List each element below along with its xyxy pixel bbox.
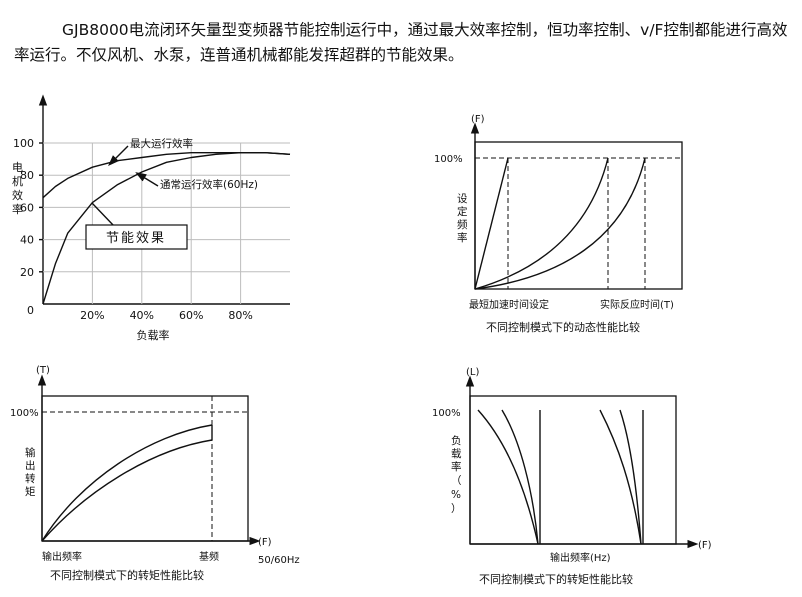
load-100-label: 100%	[432, 408, 461, 419]
torque-x-marker-2: 基频	[199, 550, 219, 563]
load-curve-a2	[501, 409, 539, 545]
efficiency-series	[42, 151, 291, 305]
efficiency-x-ticks: 20% 40% 60% 80%	[80, 309, 253, 322]
torque-100-label: 100%	[10, 408, 39, 419]
max-eff-pointer	[108, 145, 129, 166]
dynamic-curve-fast	[474, 157, 509, 290]
load-x-axis-label: (F)	[698, 540, 712, 551]
savings-box	[85, 224, 188, 250]
efficiency-y-ticks: 100 80 60 40 20	[13, 137, 43, 279]
efficiency-y-tick-label: 20	[20, 266, 34, 279]
dynamic-curve-mid	[474, 157, 609, 290]
load-curve-b2	[619, 409, 642, 545]
efficiency-y-label: 电 机 效 率	[12, 161, 23, 216]
load-curve-b1	[599, 409, 642, 545]
dynamic-100-label: 100%	[434, 154, 463, 165]
efficiency-y-tick-label: 100	[13, 137, 34, 150]
dynamic-chart: (F) 100% 设 定 频 率 最短加速时间设定 实际反应时间(T) 不同控制…	[434, 114, 683, 334]
max-eff-label: 最大运行效率	[130, 137, 193, 150]
load-y-label-char-6: ）	[451, 503, 462, 515]
load-y-label-char-1: 负	[451, 434, 462, 447]
torque-x-marker-1: 输出频率	[42, 550, 82, 563]
efficiency-y-label-char-1: 电	[12, 161, 23, 174]
load-chart: (L) (F) 100% 负 载 率 （ % ） 输出频率(Hz) 不同控制模式…	[432, 367, 712, 586]
dynamic-x-marker-2: 实际反应时间(T)	[600, 298, 674, 311]
load-curve-a1	[477, 409, 539, 545]
efficiency-x-label: 负载率	[137, 328, 170, 342]
torque-curve-lower	[41, 439, 213, 542]
dynamic-caption: 不同控制模式下的动态性能比较	[486, 320, 640, 334]
efficiency-chart: 100 80 60 40 20 20% 40% 60% 80% 0 负载率 电 机 效 率 最…	[12, 94, 291, 342]
load-y-label: 负 载 率 （ % ）	[451, 434, 462, 515]
intro-paragraph: GJB8000电流闭环矢量型变频器节能控制运行中，通过最大效率控制，恒功率控制、…	[14, 21, 788, 64]
normal-eff-label: 通常运行效率(60Hz)	[160, 178, 258, 191]
load-y-axis-label: (L)	[466, 367, 479, 378]
dynamic-y-label-char-4: 率	[457, 231, 468, 244]
efficiency-y-label-char-3: 效	[12, 188, 23, 202]
load-caption: 不同控制模式下的转矩性能比较	[479, 572, 633, 586]
savings-pointer	[91, 202, 115, 227]
load-y-label-char-2: 载	[451, 448, 462, 460]
load-x-label: 输出频率(Hz)	[550, 551, 611, 564]
efficiency-y-tick-label: 80	[20, 169, 34, 182]
torque-y-label: 输 出 转 矩	[25, 446, 36, 498]
load-y-label-char-3: 率	[451, 460, 462, 473]
dynamic-y-label-char-3: 频	[457, 218, 468, 231]
efficiency-origin-label: 0	[27, 304, 34, 317]
normal-eff-pointer	[135, 172, 159, 187]
efficiency-y-tick-label: 40	[20, 234, 34, 247]
torque-x-marker-3: 50/60Hz	[258, 555, 300, 566]
dynamic-frame	[474, 141, 683, 290]
dynamic-y-label-char-2: 定	[457, 205, 468, 218]
efficiency-gridlines	[43, 142, 290, 304]
efficiency-x-tick-label: 60%	[179, 309, 203, 322]
dynamic-y-axis-label: (F)	[471, 114, 485, 125]
efficiency-y-label-char-4: 率	[12, 202, 23, 216]
dynamic-y-label: 设 定 频 率	[457, 193, 468, 244]
savings-label: 节能效果	[106, 231, 166, 246]
efficiency-x-tick-label: 20%	[80, 309, 104, 322]
torque-caption: 不同控制模式下的转矩性能比较	[50, 568, 204, 582]
torque-frame	[41, 395, 249, 542]
efficiency-x-tick-label: 80%	[228, 309, 252, 322]
efficiency-y-label-char-2: 机	[12, 174, 23, 188]
load-y-label-char-4: （	[451, 475, 462, 487]
torque-y-label-char-1: 输	[25, 446, 36, 459]
torque-y-axis-label: (T)	[36, 365, 50, 376]
dynamic-curve-slow	[474, 157, 646, 290]
torque-x-axis-label: (F)	[258, 537, 272, 548]
efficiency-x-tick-label: 40%	[130, 309, 154, 322]
dynamic-y-label-char-1: 设	[457, 193, 468, 205]
torque-y-label-char-2: 出	[25, 459, 36, 472]
torque-chart: (T) (F) 100% 输 出 转 矩 输出频率 基频 50/60Hz 不同控…	[10, 365, 300, 582]
torque-y-label-char-3: 转	[25, 472, 36, 485]
efficiency-y-tick-label: 60	[20, 201, 34, 214]
load-y-label-char-5: %	[451, 489, 461, 501]
torque-y-label-char-4: 矩	[25, 485, 36, 498]
dynamic-x-marker-1: 最短加速时间设定	[469, 298, 549, 311]
torque-curve-upper	[41, 424, 213, 542]
normal-efficiency-line	[42, 151, 291, 305]
load-frame	[469, 395, 677, 545]
